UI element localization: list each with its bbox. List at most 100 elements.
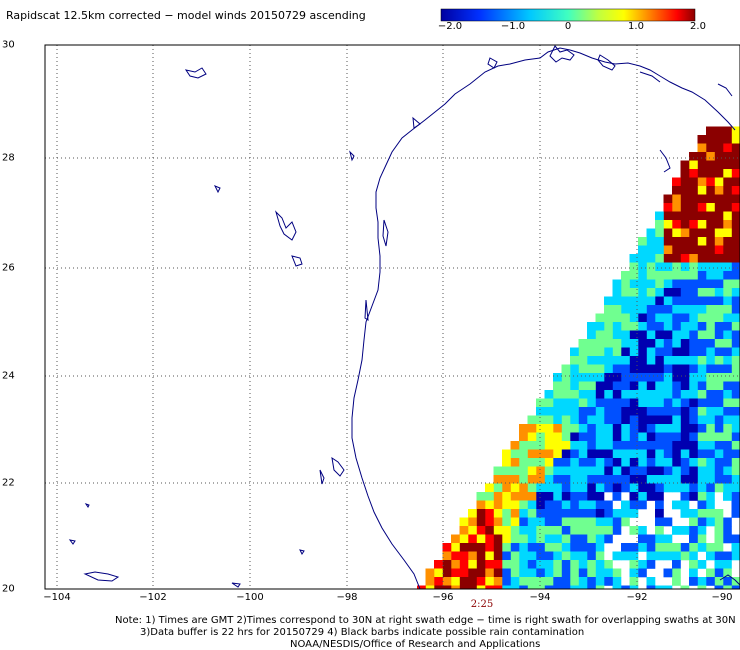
wind-cell [655,585,664,589]
wind-cell [689,339,698,348]
wind-cell [714,186,724,195]
wind-cell [706,135,715,144]
wind-cell [561,517,571,527]
wind-cell [714,441,724,450]
wind-cell [646,313,656,323]
wind-cell [502,509,511,518]
wind-cell [595,415,605,425]
wind-cell [587,364,596,374]
wind-cell [570,432,579,442]
wind-cell [493,534,503,544]
wind-cell [604,313,613,323]
wind-cell [638,279,647,289]
wind-cell [587,560,596,569]
wind-cell [595,568,605,578]
wind-cell [629,509,639,518]
wind-cell [485,500,494,510]
wind-cell [697,279,707,289]
wind-cell [638,237,647,246]
wind-cell [731,373,740,382]
wind-cell [731,194,740,204]
wind-cell [612,305,622,314]
wind-cell [714,245,724,255]
wind-cell [714,177,724,187]
wind-cell [485,509,494,518]
wind-cell [706,143,715,153]
wind-cell [417,585,426,589]
wind-cell [680,458,690,467]
wind-cell [663,203,673,212]
wind-cell [672,211,681,221]
wind-cell [544,534,554,544]
wind-cell [731,313,740,323]
wind-cell [655,449,664,459]
wind-cell [697,169,707,178]
wind-cell [638,458,647,467]
wind-cell [638,262,647,272]
wind-cell [544,560,554,569]
wind-cell [731,364,740,374]
wind-cell [476,509,486,518]
wind-cell [706,279,715,289]
wind-cell [680,271,690,280]
wind-cell [697,262,707,272]
wind-cell [621,364,630,374]
wind-cell [723,169,732,178]
wind-cell [706,228,715,238]
wind-cell [663,347,673,357]
wind-cell [689,203,698,212]
wind-cell [731,466,740,476]
wind-cell [621,449,630,459]
wind-cell [561,500,571,510]
wind-cell [502,551,511,561]
wind-cell [723,568,732,578]
wind-cell [612,296,622,306]
wind-cell [706,313,715,323]
wind-cell [646,237,656,246]
wind-cell [451,534,460,544]
wind-cell [587,500,596,510]
wind-cell [646,441,656,450]
wind-cell [544,449,554,459]
wind-cell [510,483,520,493]
wind-cell [672,305,681,314]
wind-cell [689,288,698,297]
wind-cell [731,475,740,484]
wind-cell [493,543,503,552]
wind-cell [638,415,647,425]
wind-cell [706,577,715,586]
wind-cell [570,509,579,518]
wind-cell [536,543,545,552]
wind-cell [655,432,664,442]
wind-cell [731,296,740,306]
wind-cell [612,330,622,340]
wind-cell [723,135,732,144]
wind-cell [706,330,715,340]
wind-cell [553,492,562,501]
wind-cell [587,551,596,561]
wind-cell [604,432,613,442]
wind-cell [612,381,622,391]
wind-cell [646,390,656,399]
wind-cell [612,432,622,442]
wind-cell [680,466,690,476]
wind-cell [519,432,528,442]
wind-cell [502,526,511,535]
wind-cell [714,288,724,297]
wind-cell [578,398,588,408]
wind-cell [655,364,664,374]
wind-cell [680,347,690,357]
wind-cell [502,517,511,527]
wind-cell [629,279,639,289]
wind-cell [731,245,740,255]
wind-cell [731,500,740,510]
wind-cell [612,356,622,365]
wind-cell [723,466,732,476]
wind-cell [689,220,698,229]
wind-cell [723,228,732,238]
wind-cell [442,551,452,561]
wind-cell [561,585,571,589]
map-frame [44,44,740,590]
wind-cell [680,211,690,221]
wind-cell [706,449,715,459]
